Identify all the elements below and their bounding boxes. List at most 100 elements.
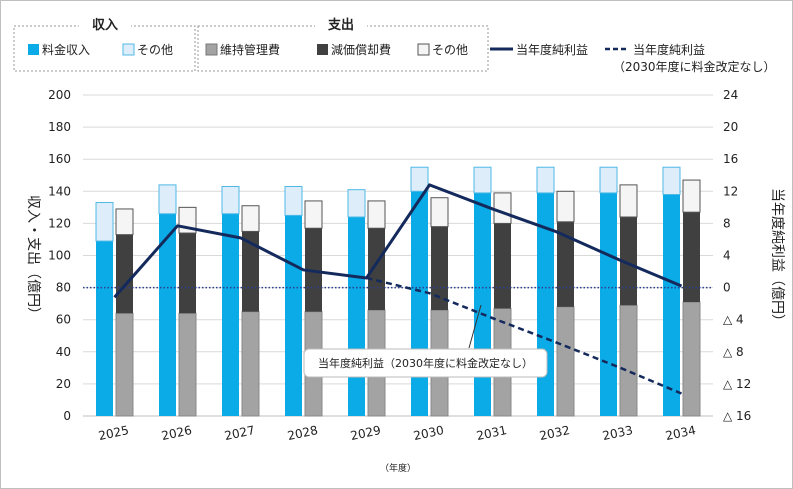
legend: 収入 支出 料金収入 その他 維持管理費 減価償却費 その他 当年度純利益 当年… (13, 17, 776, 74)
annotation-text: 当年度純利益（2030年度に料金改定なし） (318, 356, 533, 370)
x-tick-label: 2025 (97, 423, 130, 443)
left-tick-label: 0 (63, 409, 71, 423)
right-tick-label: 4 (723, 249, 731, 263)
bar-expense-other (304, 200, 323, 229)
bar-income-other (284, 185, 303, 216)
legend-label-net-profit: 当年度純利益 (516, 42, 588, 57)
bar-income-other (95, 202, 114, 242)
bar-maintenance (241, 311, 260, 417)
left-tick-label: 100 (48, 249, 71, 263)
left-tick-label: 140 (48, 184, 71, 198)
bar-fee-income (96, 241, 113, 416)
bar-expense-other (682, 179, 701, 213)
bar-depreciation (620, 216, 637, 306)
right-tick-label: 12 (723, 184, 738, 198)
bar-fee-income (663, 194, 680, 416)
bar-fee-income (411, 191, 428, 416)
right-tick-label: 20 (723, 120, 738, 134)
left-tick-label: 160 (48, 152, 71, 166)
bar-expense-other (367, 200, 386, 229)
bar-expense-other (556, 190, 575, 223)
legend-swatch-depreciation (317, 44, 328, 55)
left-tick-label: 40 (56, 345, 71, 359)
legend-swatch-maintenance (205, 43, 218, 56)
legend-label-expense-other: その他 (432, 43, 468, 57)
left-tick-label: 20 (56, 377, 71, 391)
legend-note-net-profit-no-revision: （2030年度に料金改定なし） (613, 59, 776, 74)
left-axis-title: 収入・支出（億円） (25, 195, 41, 321)
bar-fee-income (600, 192, 617, 416)
right-tick-label: 8 (723, 216, 731, 230)
bar-depreciation (683, 212, 700, 303)
x-tick-label: 2029 (349, 423, 382, 443)
bar-maintenance (115, 312, 134, 417)
bar-income-other (347, 189, 366, 218)
bar-fee-income (474, 192, 491, 416)
legend-label-maintenance: 維持管理費 (220, 42, 280, 57)
legend-swatch-expense-other (417, 43, 430, 56)
bar-fee-income (159, 213, 176, 416)
legend-swatch-fee-income (28, 44, 39, 55)
bar-fee-income (222, 213, 239, 416)
bar-expense-other (493, 192, 512, 224)
x-tick-label: 2033 (601, 423, 634, 443)
bar-fee-income (348, 216, 365, 416)
bar-depreciation (116, 234, 133, 314)
bar-income-other (662, 166, 681, 196)
profit-lines (113, 183, 683, 395)
bar-maintenance (619, 304, 638, 417)
x-tick-label: 2031 (475, 423, 508, 443)
left-tick-label: 80 (56, 281, 71, 295)
right-axis-ticks: △ 16 △ 12 △ 8 △ 4 0 4 8 12 16 20 24 (723, 88, 751, 423)
left-tick-label: 120 (48, 216, 71, 230)
legend-label-net-profit-no-revision: 当年度純利益 (633, 42, 705, 57)
bar-income-other (158, 184, 177, 215)
bar-depreciation (557, 221, 574, 307)
annotation-leader-line (468, 304, 482, 349)
left-axis-ticks: 0 20 40 60 80 100 120 140 160 180 200 (48, 88, 71, 423)
right-tick-label: 24 (723, 88, 738, 102)
bar-income-other (410, 166, 429, 192)
x-tick-label: 2027 (223, 423, 256, 443)
right-axis-title: 当年度純利益（億円） (769, 188, 785, 328)
bar-maintenance (682, 301, 701, 417)
x-axis-ticks: 2025 2026 2027 2028 2029 2030 2031 2032 2033 2034 (97, 423, 697, 443)
income-group-title: 収入 (92, 18, 118, 33)
right-tick-label: 0 (723, 281, 731, 295)
bar-depreciation (368, 228, 385, 311)
right-tick-label: △ 12 (723, 377, 751, 391)
bar-expense-other (619, 184, 638, 218)
bar-depreciation (179, 233, 196, 314)
line-net-profit-no-revision (366, 276, 682, 395)
right-tick-label: 16 (723, 152, 738, 166)
line-net-profit (113, 183, 683, 299)
legend-swatch-income-other (122, 43, 135, 56)
income-legend-box (13, 25, 196, 72)
legend-label-depreciation: 減価償却費 (331, 42, 391, 57)
bar-maintenance (178, 312, 197, 417)
income-group-title-bg (79, 17, 131, 33)
bar-maintenance (556, 306, 575, 417)
bar-income-other (221, 185, 240, 215)
expense-group-title-bg (315, 17, 367, 33)
annotation-box (303, 348, 548, 378)
legend-label-fee-income: 料金収入 (42, 42, 90, 57)
x-tick-label: 2030 (412, 423, 445, 443)
bar-depreciation (242, 231, 259, 312)
x-tick-label: 2032 (538, 423, 571, 443)
bar-expense-other (115, 208, 134, 236)
left-tick-label: 200 (48, 88, 71, 102)
legend-label-income-other: その他 (137, 43, 173, 57)
x-tick-label: 2026 (160, 423, 193, 443)
x-tick-label: 2028 (286, 423, 319, 443)
bar-income-other (536, 166, 555, 194)
bar-depreciation (494, 223, 511, 309)
bar-income-other (473, 166, 492, 194)
right-tick-label: △ 4 (723, 313, 744, 327)
bar-fee-income (285, 215, 302, 416)
right-tick-label: △ 8 (723, 345, 744, 359)
right-tick-label: △ 16 (723, 409, 751, 423)
bar-income-other (599, 166, 618, 194)
